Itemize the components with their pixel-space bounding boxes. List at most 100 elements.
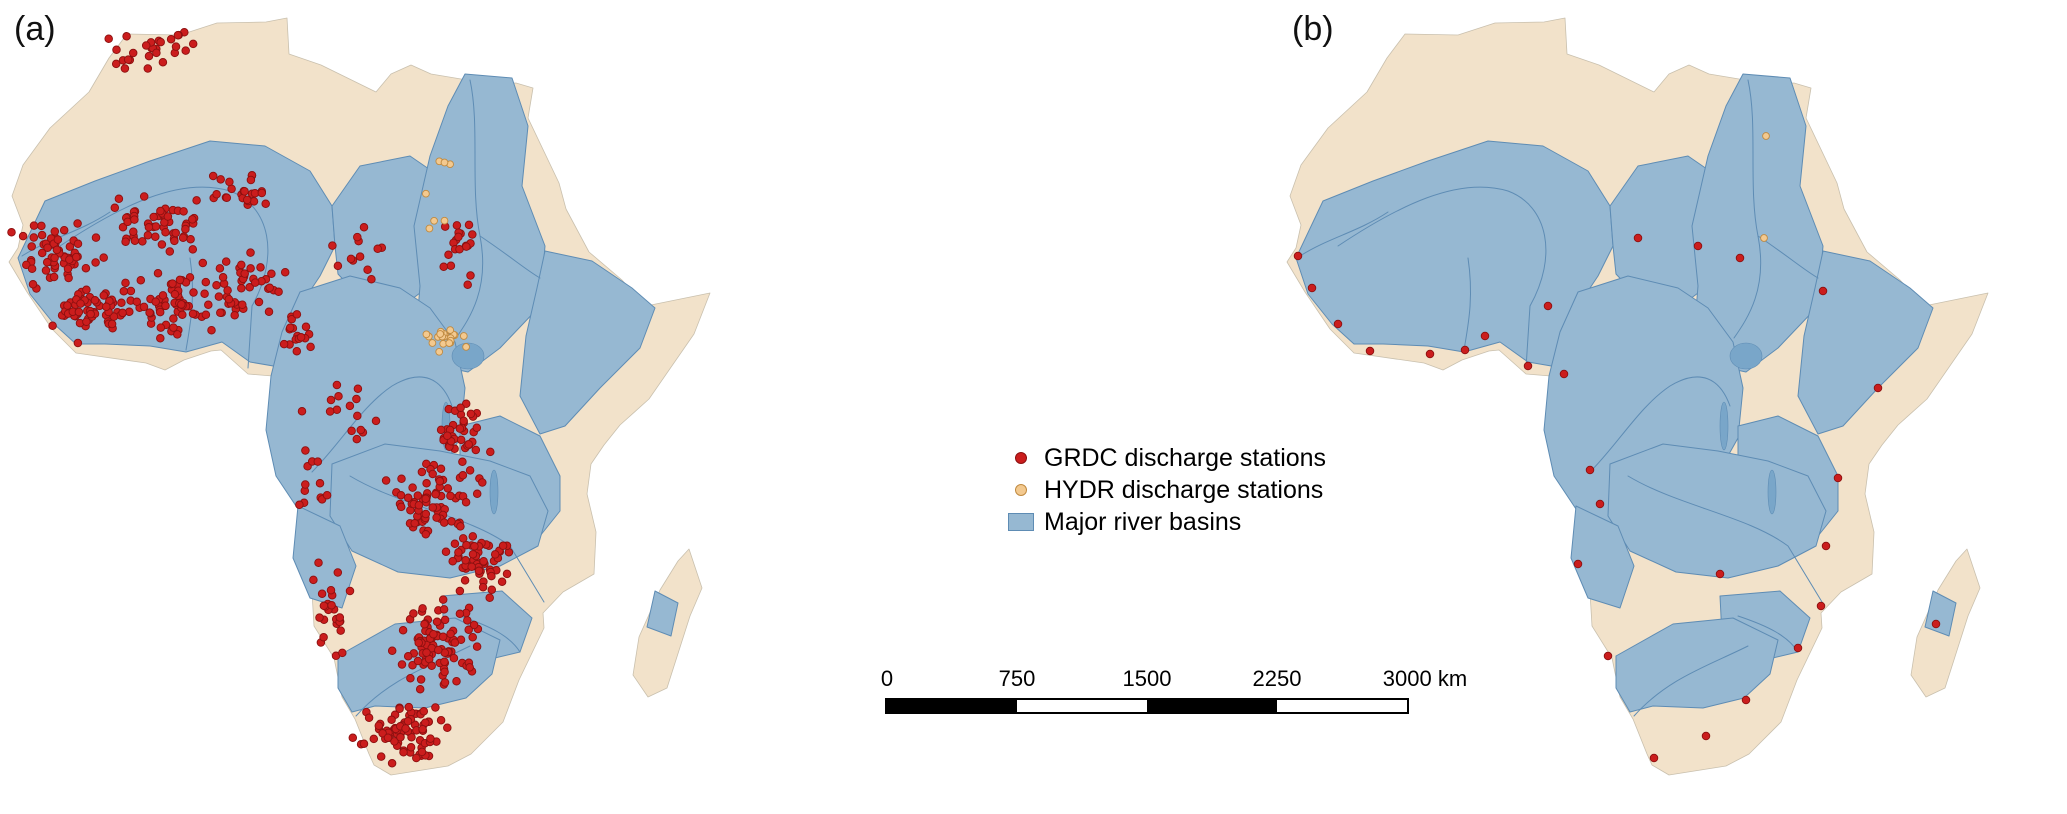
grdc-station-dot: [458, 471, 468, 480]
grdc-station-dot: [428, 469, 437, 479]
grdc-station-dot: [118, 222, 128, 232]
grdc-station-dot: [443, 431, 452, 440]
grdc-station-dot: [421, 509, 431, 519]
panel-a-label: (a): [14, 10, 56, 48]
grdc-station-dot: [469, 620, 479, 630]
grdc-station-dot: [111, 59, 121, 69]
grdc-station-dot: [450, 638, 460, 647]
grdc-station-dot: [1821, 541, 1831, 551]
grdc-station-dot: [409, 609, 418, 618]
grdc-station-dot: [387, 759, 397, 768]
grdc-station-dot: [440, 667, 449, 677]
grdc-station-dot: [421, 494, 430, 504]
grdc-station-dot: [456, 403, 465, 412]
grdc-station-dot: [1460, 345, 1470, 355]
grdc-station-dot: [156, 334, 165, 343]
grdc-station-dot: [459, 416, 468, 426]
grdc-station-dot: [188, 39, 198, 49]
grdc-station-dot: [198, 258, 208, 268]
grdc-station-dot: [216, 308, 225, 317]
grdc-station-dot: [238, 300, 247, 309]
grdc-station-dot: [130, 215, 139, 224]
grdc-station-dot: [188, 245, 198, 254]
grdc-station-dot: [265, 283, 274, 293]
grdc-station-dot: [107, 319, 117, 329]
grdc-station-dot: [455, 609, 465, 619]
grdc-station-dot: [374, 721, 384, 730]
grdc-station-dot: [432, 617, 442, 627]
grdc-station-dot: [102, 302, 111, 312]
grdc-station-dot: [466, 271, 475, 280]
grdc-station-dot: [420, 619, 429, 629]
grdc-station-dot: [237, 284, 246, 293]
hydr-station-dot: [1762, 132, 1770, 140]
grdc-station-dot: [313, 457, 323, 466]
grdc-station-dot: [390, 737, 399, 746]
grdc-station-dot: [326, 395, 336, 405]
grdc-station-dot: [91, 258, 100, 267]
panel-b-label: (b): [1292, 10, 1334, 48]
grdc-station-dot: [151, 222, 161, 231]
grdc-station-dot: [398, 626, 408, 635]
grdc-station-dot: [73, 239, 83, 249]
grdc-station-dot: [119, 286, 129, 296]
grdc-station-dot: [1333, 319, 1343, 329]
grdc-station-dot: [408, 660, 417, 670]
grdc-station-dot: [144, 223, 154, 232]
legend-item-grdc: GRDC discharge stations: [1008, 442, 1326, 474]
grdc-station-dot: [301, 480, 310, 489]
grdc-station-dot: [224, 294, 234, 304]
grdc-station-dot: [86, 309, 95, 319]
grdc-station-dot: [490, 550, 500, 559]
grdc-station-dot: [383, 733, 393, 742]
grdc-station-dot: [1573, 559, 1583, 569]
grdc-station-dot: [181, 224, 190, 234]
grdc-station-dot: [455, 586, 465, 596]
grdc-station-dot: [22, 260, 31, 270]
grdc-station-dot: [28, 280, 38, 289]
grdc-station-dot: [261, 199, 270, 209]
grdc-station-dot: [170, 236, 179, 246]
grdc-station-dot: [355, 252, 365, 261]
grdc-station-dot: [478, 478, 487, 487]
grdc-station-dot: [497, 577, 507, 586]
scale-segment: [1147, 700, 1277, 712]
grdc-station-dot: [214, 292, 224, 301]
grdc-station-dot: [416, 675, 426, 684]
grdc-station-dot: [257, 188, 267, 198]
grdc-station-dot: [73, 219, 82, 228]
grdc-station-dot: [155, 307, 165, 317]
grdc-station-dot: [387, 646, 397, 655]
grdc-station-dot: [121, 278, 130, 288]
grdc-station-dot: [422, 479, 431, 488]
grdc-station-dot: [1595, 499, 1605, 509]
scale-segment: [887, 700, 1017, 712]
grdc-station-dot: [138, 237, 147, 246]
grdc-station-dot: [333, 261, 343, 271]
grdc-station-dot: [43, 243, 52, 252]
grdc-station-dot: [335, 613, 345, 622]
grdc-station-dot: [332, 380, 342, 390]
grdc-station-dot: [1307, 283, 1317, 293]
grdc-station-dot: [363, 265, 372, 274]
grdc-station-dot: [465, 466, 475, 475]
grdc-station-dot: [338, 648, 347, 658]
grdc-station-dot: [436, 464, 446, 474]
grdc-station-dot: [486, 447, 495, 457]
grdc-station-dot: [163, 212, 173, 221]
grdc-station-dot: [121, 237, 130, 246]
scale-tick-1500: 1500: [1122, 666, 1172, 691]
grdc-station-dot: [37, 248, 47, 258]
grdc-station-dot: [37, 230, 47, 240]
grdc-station-dot: [403, 493, 413, 503]
grdc-station-dot: [1480, 331, 1490, 341]
grdc-station-dot: [450, 539, 460, 548]
grdc-station-dot: [27, 264, 37, 273]
grdc-station-dot: [110, 203, 120, 213]
grdc-station-dot: [153, 268, 163, 278]
grdc-station-dot: [456, 522, 465, 531]
grdc-station-dot: [414, 500, 424, 510]
hydr-station-dot: [436, 330, 445, 338]
grdc-station-dot: [421, 530, 431, 539]
grdc-station-dot: [458, 534, 468, 543]
